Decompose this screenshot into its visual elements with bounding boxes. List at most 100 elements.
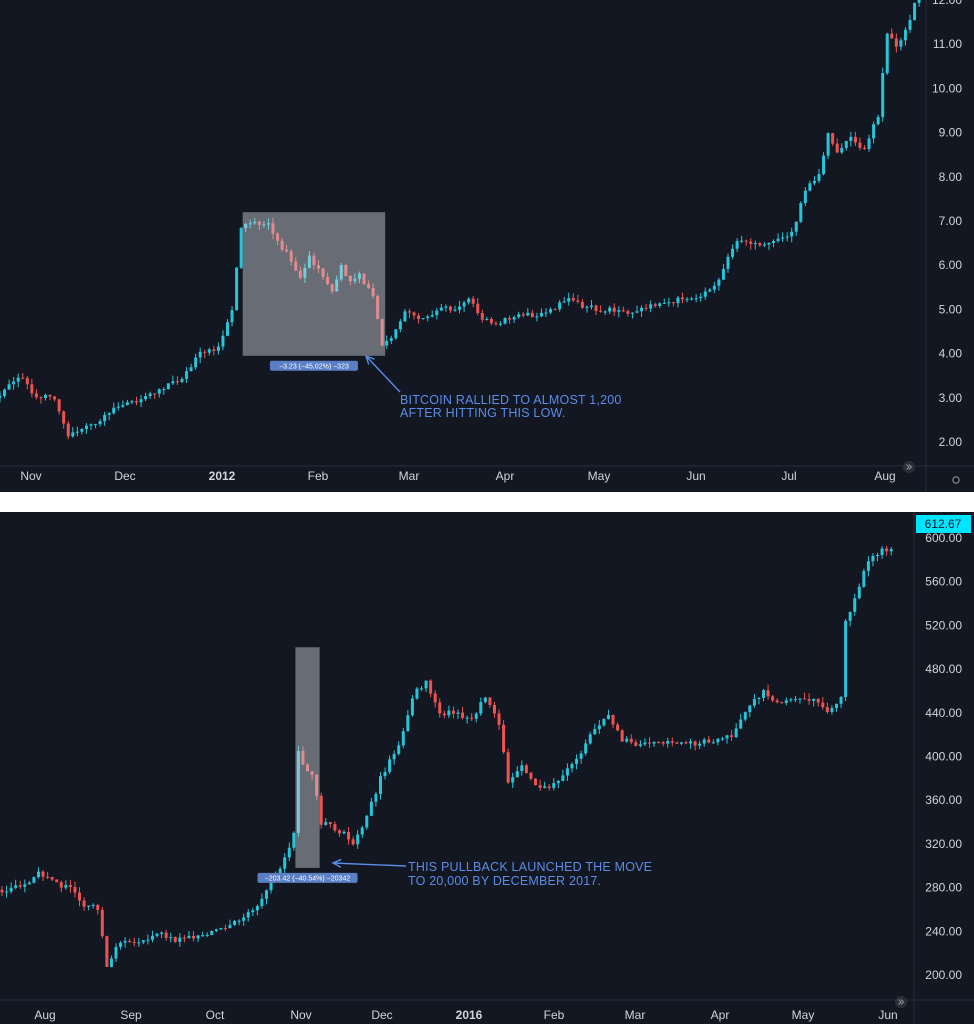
candle-down	[132, 941, 136, 943]
candle-up	[7, 384, 11, 390]
candle-up	[255, 906, 259, 911]
candle-up	[762, 244, 766, 246]
candle-up	[456, 712, 460, 714]
measurement-tool[interactable]: −3.23 (−45.02%) −323	[242, 212, 386, 371]
candle-up	[155, 933, 159, 936]
candle-down	[853, 136, 857, 143]
candle-up	[389, 338, 393, 341]
candle-down	[671, 302, 675, 304]
candle-up	[424, 680, 428, 689]
chart-background	[0, 0, 974, 492]
candle-up	[339, 265, 343, 280]
candle-down	[580, 301, 584, 308]
candle-down	[294, 261, 298, 271]
candle-down	[594, 305, 598, 311]
candle-up	[561, 775, 565, 781]
candle-up	[520, 765, 524, 772]
measurement-box[interactable]	[295, 647, 320, 868]
time-tick-label: Feb	[544, 1008, 565, 1022]
candle-up	[32, 877, 36, 883]
price-tick-label: 480.00	[925, 662, 962, 676]
candle-down	[530, 312, 534, 318]
measurement-box[interactable]	[242, 212, 386, 356]
candle-up	[388, 759, 392, 773]
candle-up	[365, 815, 369, 828]
price-tick-label: 11.00	[933, 37, 962, 51]
candle-down	[476, 303, 480, 314]
candle-up	[753, 243, 757, 245]
time-axis[interactable]: Nov Dec 2012 Feb Mar Apr May Jun Jul Aug	[20, 469, 895, 483]
candle-down	[175, 381, 179, 383]
candle-up	[420, 688, 424, 690]
price-tick-label: 600.00	[925, 531, 962, 545]
candle-up	[512, 317, 516, 320]
price-axis[interactable]: 2.00 3.00 4.00 5.00 6.00 7.00 8.00 9.00 10.00 11.…	[932, 0, 962, 449]
time-tick-label: 2016	[456, 1008, 483, 1022]
candle-down	[433, 693, 437, 703]
candle-down	[471, 298, 475, 304]
candle-down	[0, 889, 4, 893]
candle-up	[579, 753, 583, 759]
candle-up	[171, 381, 175, 384]
candle-up	[465, 717, 469, 719]
candle-up	[207, 349, 211, 353]
candle-up	[689, 741, 693, 744]
candle-down	[344, 265, 348, 276]
candle-up	[762, 690, 766, 698]
candle-down	[105, 936, 109, 967]
time-axis[interactable]: Aug Sep Oct Nov Dec 2016 Feb Mar Apr May Jun	[34, 1008, 897, 1022]
candle-up	[94, 424, 98, 426]
candle-up	[871, 555, 875, 562]
candle-down	[681, 297, 684, 300]
candle-up	[123, 940, 127, 943]
candle-down	[271, 223, 275, 234]
candle-up	[109, 958, 113, 967]
measurement-tool[interactable]: −203.42 (−40.54%) −20342	[257, 647, 358, 883]
price-axis[interactable]: 200.00 240.00 280.00 320.00 360.00 400.00 440.…	[925, 531, 962, 982]
scroll-to-latest-icon[interactable]	[895, 996, 907, 1008]
candle-up	[107, 413, 111, 415]
candle-down	[351, 839, 355, 845]
time-tick-label: Apr	[496, 469, 515, 483]
candle-up	[214, 929, 218, 931]
candle-up	[479, 702, 483, 714]
settings-circle-icon[interactable]	[952, 476, 960, 484]
candle-up	[590, 305, 593, 308]
candle-up	[776, 238, 780, 241]
time-tick-label: Oct	[206, 1008, 225, 1022]
time-tick-label: Sep	[120, 1008, 142, 1022]
candle-up	[353, 278, 357, 282]
candle-down	[612, 307, 616, 312]
candle-down	[571, 298, 575, 301]
candle-up	[205, 934, 209, 936]
candle-up	[556, 780, 560, 784]
candle-down	[417, 315, 421, 319]
candle-up	[881, 73, 885, 117]
candle-up	[84, 425, 88, 429]
measurement-label-bg	[257, 872, 358, 883]
candle-down	[48, 394, 52, 397]
last-price-label: 612.67	[916, 515, 971, 533]
time-tick-label: May	[588, 469, 611, 483]
candle-down	[831, 133, 835, 144]
candle-down	[494, 323, 498, 325]
candle-up	[357, 273, 361, 279]
scroll-to-latest-icon[interactable]	[903, 461, 915, 473]
candle-up	[717, 279, 721, 286]
candle-up	[734, 728, 738, 738]
candle-up	[785, 236, 789, 238]
candle-up	[752, 699, 756, 706]
price-tick-label: 10.00	[932, 81, 962, 95]
candle-down	[863, 147, 866, 149]
candle-down	[521, 314, 525, 316]
price-tick-label: 5.00	[939, 302, 963, 316]
price-tick-label: 3.00	[939, 391, 963, 405]
candle-up	[235, 267, 239, 311]
candle-down	[276, 233, 280, 241]
candle-up	[219, 927, 223, 930]
candle-down	[192, 935, 196, 939]
candle-down	[442, 713, 446, 716]
measurement-label: −203.42 (−40.54%) −20342	[265, 875, 351, 882]
candle-up	[844, 620, 848, 697]
candle-up	[194, 357, 198, 368]
